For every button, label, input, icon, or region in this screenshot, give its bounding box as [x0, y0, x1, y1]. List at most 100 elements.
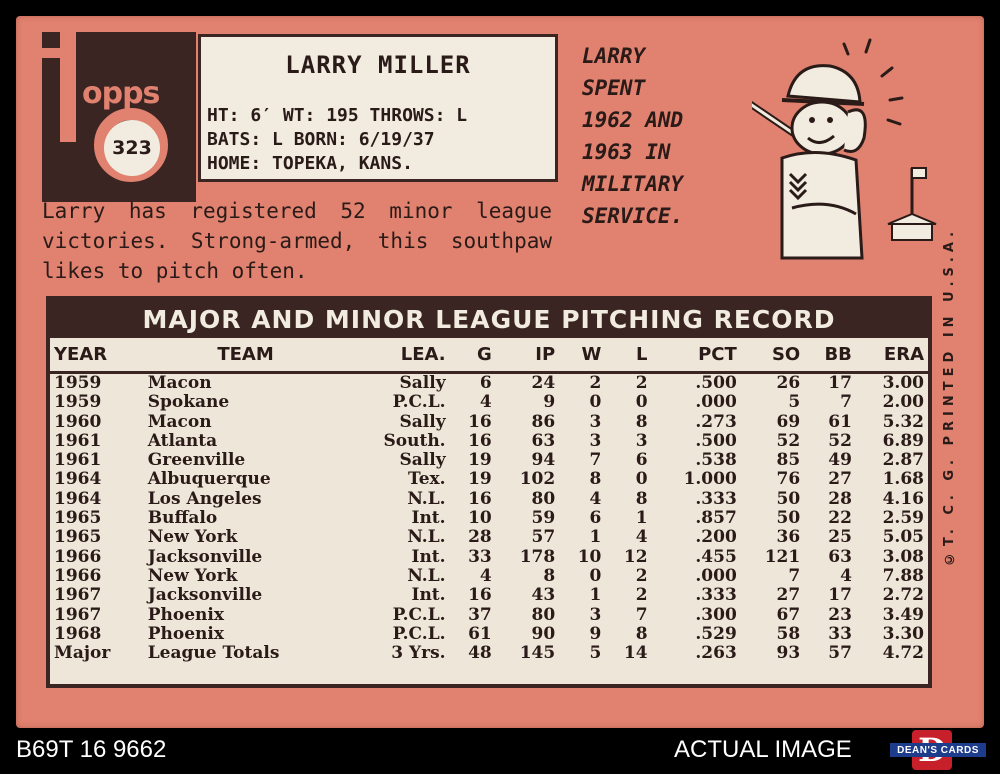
cell-era: 5.32: [882, 411, 924, 432]
cell-wins: 3: [589, 430, 602, 451]
cell-league: Int.: [411, 546, 446, 567]
cell-team: Greenville: [147, 450, 246, 471]
cell-walks: 61: [828, 411, 852, 432]
cell-games: 19: [468, 450, 492, 471]
table-row: 1964 Los Angeles N.L. 16 80 4 8 .333 50 28 4.16: [50, 488, 928, 509]
col-wins: W: [559, 338, 606, 374]
cell-innings: 59: [531, 508, 556, 529]
cell-year: 1966: [54, 565, 102, 586]
table-row: 1968 Phoenix P.C.L. 61 90 9 8 .529 58 33 3.30: [50, 623, 928, 644]
cell-strikeouts: 36: [776, 527, 801, 548]
cell-wins: 1: [589, 527, 602, 548]
cartoon-caption-line: 1962 AND: [582, 108, 684, 132]
cell-strikeouts: 69: [776, 411, 801, 432]
cell-innings: 102: [519, 469, 556, 490]
cell-pct: .200: [695, 527, 737, 548]
cell-era: 5.05: [882, 527, 924, 548]
cell-games: 48: [468, 643, 492, 664]
cell-strikeouts: 58: [776, 623, 801, 644]
cartoon-caption-line: LARRY: [582, 44, 646, 68]
dealer-logo-banner: DEAN'S CARDS: [890, 743, 986, 757]
col-innings: IP: [495, 338, 560, 374]
cell-team: Albuquerque: [147, 469, 271, 490]
col-league: LEA.: [347, 338, 450, 374]
cell-year: 1967: [54, 604, 102, 625]
cell-pct: .455: [695, 546, 737, 567]
col-year: YEAR: [50, 338, 144, 374]
cell-losses: 14: [623, 643, 648, 664]
cell-strikeouts: 52: [776, 430, 801, 451]
cell-era: 1.68: [882, 469, 924, 490]
cell-league: P.C.L.: [392, 392, 446, 413]
cell-year: 1965: [54, 527, 102, 548]
player-name: LARRY MILLER: [285, 51, 471, 79]
table-row: 1961 Atlanta South. 16 63 3 3 .500 52 52 6.89: [50, 430, 928, 451]
cell-year: 1961: [54, 450, 102, 471]
cell-strikeouts: 121: [764, 546, 801, 567]
cartoon-caption-line: SPENT: [582, 76, 646, 100]
cell-year: 1966: [54, 546, 102, 567]
table-row: 1961 Greenville Sally 19 94 7 6 .538 85 49 2.87: [50, 450, 928, 471]
cartoon-caption: LARRY SPENT 1962 AND 1963 IN MILITARY SE…: [582, 40, 772, 232]
cell-games: 16: [468, 488, 492, 509]
cell-era: 4.72: [882, 643, 924, 664]
cell-team: Phoenix: [147, 623, 224, 644]
cell-league: Sally: [399, 450, 446, 471]
cell-era: 3.08: [882, 546, 924, 567]
cell-strikeouts: 5: [788, 392, 801, 413]
cell-walks: 33: [828, 623, 852, 644]
cell-innings: 80: [531, 488, 556, 509]
col-strikeouts: SO: [740, 338, 805, 374]
cell-team: Los Angeles: [147, 488, 262, 509]
cell-pct: .529: [695, 623, 737, 644]
player-bio: Larry has registered 52 minor league vic…: [42, 199, 552, 283]
cell-innings: 63: [531, 430, 556, 451]
cell-walks: 49: [828, 450, 852, 471]
cell-pct: .538: [695, 450, 737, 471]
cell-team: League Totals: [147, 643, 280, 664]
cell-losses: 8: [635, 623, 648, 644]
table-row: 1965 New York N.L. 28 57 1 4 .200 36 25 5.05: [50, 527, 928, 548]
table-row: 1964 Albuquerque Tex. 19 102 8 0 1.000 76 27 1.68: [50, 469, 928, 490]
baseball-card-back: opps 323 LARRY MILLER HT: 6′ WT: 195 THR…: [16, 16, 984, 728]
cell-innings: 178: [519, 546, 556, 567]
cell-strikeouts: 27: [776, 585, 801, 606]
table-row: 1960 Macon Sally 16 86 3 8 .273 69 61 5.32: [50, 411, 928, 432]
player-info-box: LARRY MILLER HT: 6′ WT: 195 THROWS: L BA…: [198, 34, 558, 182]
cell-league: South.: [383, 430, 446, 451]
cell-losses: 4: [635, 527, 648, 548]
cell-strikeouts: 7: [788, 565, 801, 586]
cell-wins: 8: [589, 469, 602, 490]
cell-games: 16: [468, 411, 492, 432]
table-title: MAJOR AND MINOR LEAGUE PITCHING RECORD: [50, 300, 928, 338]
cell-era: 3.00: [882, 373, 924, 393]
cell-year: 1959: [54, 373, 102, 393]
cell-era: 2.72: [882, 585, 924, 606]
cell-innings: 86: [531, 411, 556, 432]
cell-walks: 4: [840, 565, 852, 586]
cell-wins: 0: [589, 565, 602, 586]
cell-games: 4: [479, 565, 492, 586]
cell-pct: .500: [695, 430, 737, 451]
cell-pct: .000: [695, 392, 737, 413]
cell-losses: 12: [623, 546, 648, 567]
col-walks: BB: [804, 338, 856, 374]
cell-era: 3.49: [882, 604, 924, 625]
cell-league: N.L.: [407, 488, 446, 509]
cell-pct: .263: [695, 643, 737, 664]
cell-wins: 5: [589, 643, 602, 664]
cell-era: 4.16: [882, 488, 924, 509]
cell-team: New York: [147, 565, 238, 586]
topps-logo: opps 323: [42, 32, 196, 202]
cell-team: Atlanta: [147, 430, 218, 451]
cell-wins: 7: [589, 450, 602, 471]
cell-year: 1965: [54, 508, 102, 529]
cell-games: 61: [468, 623, 492, 644]
cell-losses: 0: [635, 469, 648, 490]
logo-t-stem: [60, 32, 76, 142]
info-bats-born: BATS: L BORN: 6/19/37: [207, 129, 435, 150]
cell-pct: .500: [695, 373, 737, 393]
table-body: 1959 Macon Sally 6 24 2 2.500 26 17 3.00 1959 Spoka…: [50, 373, 928, 664]
table-header-row: YEAR TEAM LEA. G IP W L PCT SO BB ERA: [50, 338, 928, 374]
cell-losses: 7: [635, 604, 648, 625]
